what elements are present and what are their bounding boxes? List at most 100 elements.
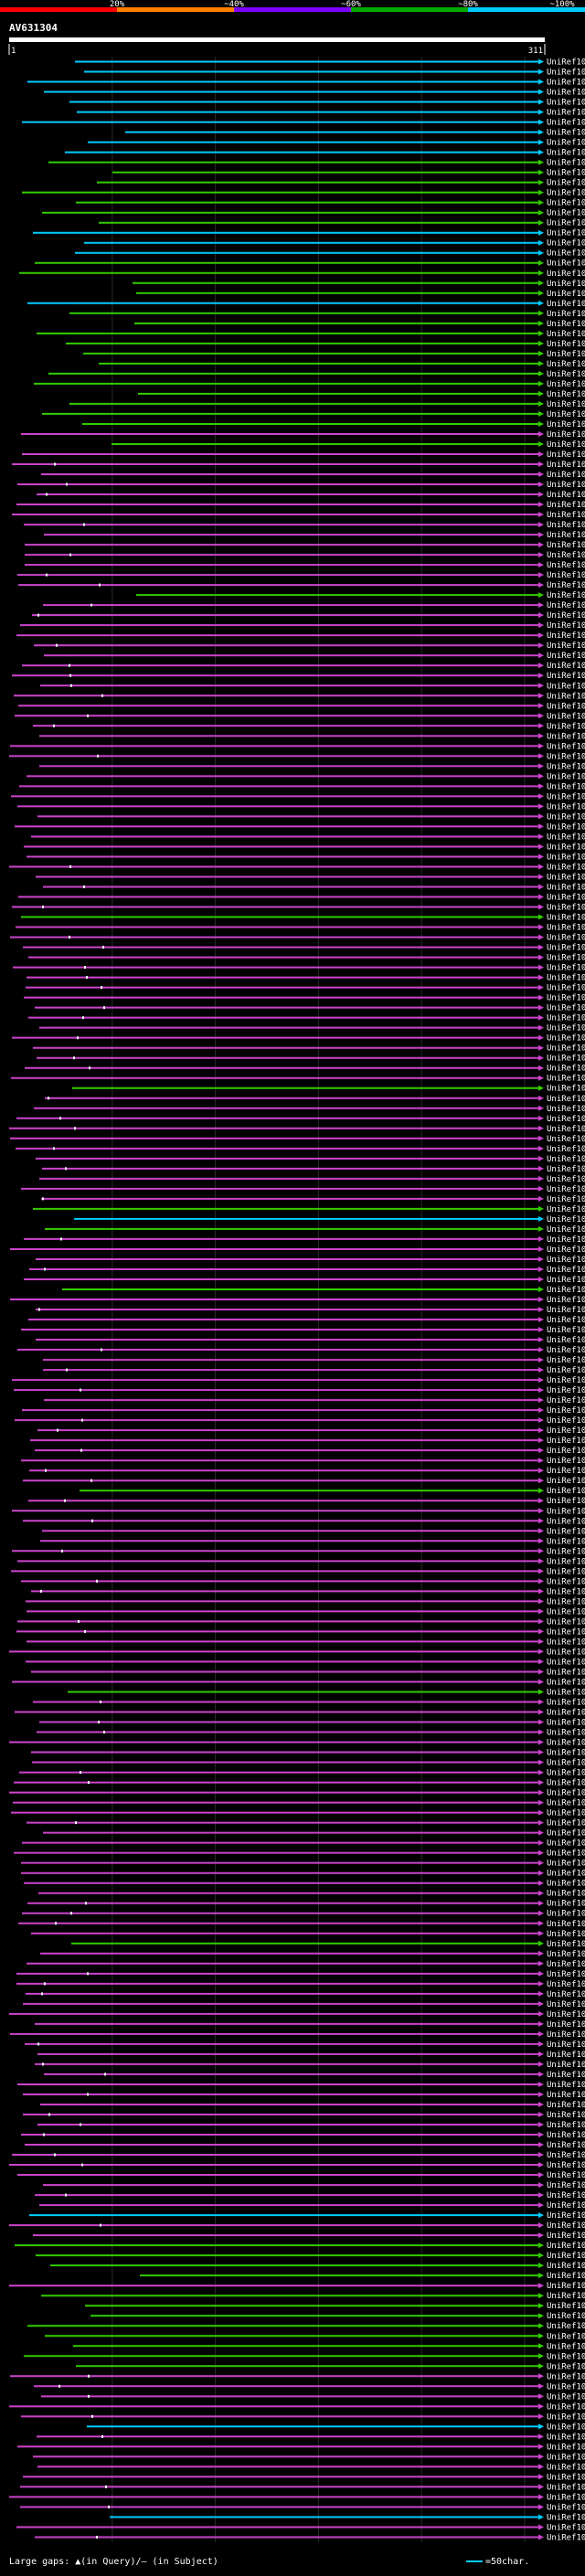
hit-label[interactable]: UniRef100_Q5ZF97 — [547, 1386, 585, 1395]
hit-row[interactable]: UniRef100_Q2S3T2 — [26, 1658, 585, 1667]
hit-label[interactable]: UniRef100_P08479 — [547, 69, 585, 78]
hit-label[interactable]: UniRef100_Q2S3T2 — [547, 1658, 585, 1667]
hit-row[interactable]: UniRef100_P00868 — [23, 2111, 585, 2120]
hit-label[interactable]: UniRef100_P07689 — [547, 1920, 585, 1929]
hit-label[interactable]: UniRef100_A9YT29 — [547, 1095, 585, 1104]
hit-label[interactable]: UniRef100_Q10624 — [547, 2493, 585, 2502]
hit-label[interactable]: UniRef100_A9NL29 — [547, 2352, 585, 2361]
hit-label[interactable]: UniRef100_Q9SBU7 — [547, 2141, 585, 2150]
hit-row[interactable]: UniRef100_Q3OCC3 — [33, 229, 585, 239]
hit-label[interactable]: UniRef100_Q9WQZ6 — [547, 2171, 585, 2180]
hit-label[interactable]: UniRef100_Q9T4A0 — [547, 1376, 585, 1385]
hit-label[interactable]: UniRef100_P93022 — [547, 1799, 585, 1808]
hit-row[interactable]: UniRef100_P05474 — [16, 1627, 585, 1637]
hit-row[interactable]: UniRef100_Q22573 — [43, 1366, 585, 1375]
hit-row[interactable]: UniRef100_Q5U053 — [9, 2010, 585, 2019]
hit-label[interactable]: UniRef100_Q04450 — [547, 802, 585, 811]
hit-label[interactable]: UniRef100_P06872 — [547, 1467, 585, 1476]
hit-row[interactable]: UniRef100_A9RGU4 — [36, 1306, 585, 1315]
hit-row[interactable]: UniRef100_P16881 — [82, 420, 585, 429]
hit-row[interactable]: UniRef100_A9PJ78 — [44, 2071, 585, 2080]
hit-label[interactable]: UniRef100_P26575 — [547, 863, 585, 872]
hit-row[interactable]: UniRef100_A9T1Y1 — [39, 1719, 585, 1728]
hit-label[interactable]: UniRef100_Q6RHQ0 — [547, 1225, 585, 1235]
hit-row[interactable]: UniRef100_A9TK17 — [20, 621, 585, 631]
hit-label[interactable]: UniRef100_A9TIL2 — [547, 571, 585, 580]
hit-label[interactable]: UniRef100_Q8S3G2 — [547, 2443, 585, 2452]
hit-row[interactable]: UniRef100_Q38693 — [75, 249, 585, 259]
hit-row[interactable]: UniRef100_P43423 — [10, 2372, 585, 2381]
hit-label[interactable]: UniRef100_A9NML5 — [547, 2312, 585, 2321]
hit-label[interactable]: UniRef100_C0PG59 — [547, 2252, 585, 2261]
hit-label[interactable]: UniRef100_P17537 — [547, 239, 585, 249]
hit-row[interactable]: UniRef100_P16033 — [16, 2523, 585, 2532]
hit-row[interactable]: UniRef100_Q43115 — [36, 1155, 585, 1164]
hit-row[interactable]: UniRef100_Q08184 — [21, 1326, 585, 1335]
hit-row[interactable]: UniRef100_P18960 — [17, 1346, 585, 1355]
hit-row[interactable]: UniRef100_Q08183 — [16, 1115, 585, 1124]
hit-label[interactable]: UniRef100_P19311 — [547, 631, 585, 641]
hit-label[interactable]: UniRef100_Q42822 — [547, 2081, 585, 2090]
hit-label[interactable]: UniRef100_C1NS14 — [547, 360, 585, 369]
hit-row[interactable]: UniRef100_C7FF11 — [48, 159, 585, 168]
hit-label[interactable]: UniRef100_Q9FRZ2 — [547, 1990, 585, 1999]
hit-row[interactable]: UniRef100_Q9Z2J6 — [44, 1396, 585, 1405]
hit-label[interactable]: UniRef100_Q43078 — [547, 2201, 585, 2210]
hit-row[interactable]: UniRef100_P19309 — [12, 511, 585, 520]
hit-row[interactable]: UniRef100_P19308 — [32, 611, 585, 620]
hit-row[interactable]: UniRef100_P08823 — [38, 1890, 585, 1899]
hit-row[interactable]: UniRef100_A9RJ57 — [36, 1256, 585, 1265]
hit-row[interactable]: UniRef100_A9TT85 — [43, 884, 585, 893]
hit-label[interactable]: UniRef100_Q10781 — [547, 2221, 585, 2231]
hit-label[interactable]: UniRef100_C7FF11 — [547, 159, 585, 168]
hit-label[interactable]: UniRef100_P10647 — [547, 812, 585, 822]
hit-row[interactable]: UniRef100_Q43110 — [17, 481, 585, 490]
hit-row[interactable]: UniRef100_P42346 — [22, 1406, 585, 1415]
hit-row[interactable]: UniRef100_P16137 — [19, 270, 585, 279]
hit-row[interactable]: UniRef100_C1NS14 — [99, 360, 585, 369]
hit-row[interactable]: UniRef100_Q3ECH1 — [13, 964, 585, 973]
hit-row[interactable]: UniRef100_C5TS28 — [24, 521, 585, 530]
hit-label[interactable]: UniRef100_Q38692 — [547, 189, 585, 198]
hit-label[interactable]: UniRef100_P06873 — [547, 1477, 585, 1486]
hit-row[interactable]: UniRef100_Q10782 — [37, 2463, 585, 2472]
hit-label[interactable]: UniRef100_Q2457A — [547, 822, 585, 832]
hit-row[interactable]: UniRef100_P08479 — [84, 69, 585, 78]
hit-row[interactable]: UniRef100_Q9XGX5 — [33, 1205, 585, 1214]
hit-label[interactable]: UniRef100_P05474 — [547, 1627, 585, 1637]
hit-row[interactable]: UniRef100_Q10784 — [23, 2473, 585, 2482]
hit-label[interactable]: UniRef100_A9TAM3 — [547, 1729, 585, 1738]
hit-label[interactable]: UniRef100_P05290 — [547, 873, 585, 882]
hit-row[interactable]: UniRef100_C0PR41 — [15, 2242, 585, 2251]
hit-label[interactable]: UniRef100_Q7DMJ0 — [547, 2191, 585, 2200]
hit-row[interactable]: UniRef100_Q3A1R9 — [39, 762, 585, 771]
hit-row[interactable]: UniRef100_P19312 — [41, 1195, 585, 1204]
hit-row[interactable]: UniRef100_Q43078 — [39, 2201, 585, 2210]
hit-label[interactable]: UniRef100_Q40556 — [547, 1044, 585, 1054]
hit-label[interactable]: UniRef100_Q8XFT5 — [547, 340, 585, 349]
hit-label[interactable]: UniRef100_A9T1Y1 — [547, 1719, 585, 1728]
hit-row[interactable]: UniRef100_A7L1T5 — [27, 1900, 585, 1909]
hit-label[interactable]: UniRef100_A9NZR5 — [547, 1749, 585, 1758]
hit-label[interactable]: UniRef100_P04715 — [547, 1930, 585, 1939]
hit-label[interactable]: UniRef100_Q33BU0 — [547, 2211, 585, 2221]
hit-row[interactable]: UniRef100_Q9FRZ4 — [25, 2041, 585, 2050]
hit-row[interactable]: UniRef100_Q9S6V6 — [110, 2513, 585, 2522]
hit-row[interactable]: UniRef100_Q6RHQ0 — [45, 1225, 585, 1235]
hit-label[interactable]: UniRef100_Q40004 — [547, 1910, 585, 1919]
hit-row[interactable]: UniRef100_P93022 — [13, 1799, 585, 1808]
hit-row[interactable]: UniRef100_Q6RHQ2 — [62, 1286, 585, 1295]
hit-row[interactable]: UniRef100_P16130 — [35, 260, 585, 269]
hit-row[interactable]: UniRef100_Q33BU0 — [29, 2211, 585, 2221]
hit-label[interactable]: UniRef100_P43421 — [547, 2503, 585, 2512]
hit-row[interactable]: UniRef100_Q9ZP07 — [12, 1034, 585, 1044]
hit-label[interactable]: UniRef100_Q9STC5 — [547, 410, 585, 419]
hit-row[interactable]: UniRef100_Q04450 — [17, 802, 585, 811]
hit-label[interactable]: UniRef100_Q9SPL1 — [547, 2422, 585, 2432]
hit-label[interactable]: UniRef100_P16134 — [547, 280, 585, 289]
hit-row[interactable]: UniRef100_A9U4S0 — [40, 682, 585, 691]
hit-row[interactable]: UniRef100_P22577 — [28, 1014, 585, 1023]
hit-row[interactable]: UniRef100_Q9FU14 — [11, 1567, 585, 1576]
hit-row[interactable]: UniRef100_Q9FU15 — [17, 1557, 585, 1566]
hit-label[interactable]: UniRef100_Q9FU15 — [547, 1557, 585, 1566]
